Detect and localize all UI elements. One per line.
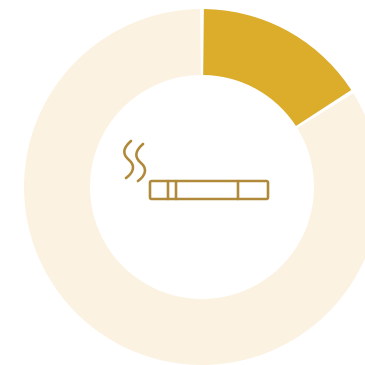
donut-slices — [24, 9, 365, 365]
donut-slice-2 — [24, 9, 365, 365]
cigarette-icon — [123, 139, 270, 201]
donut-slice-1 — [203, 9, 352, 127]
